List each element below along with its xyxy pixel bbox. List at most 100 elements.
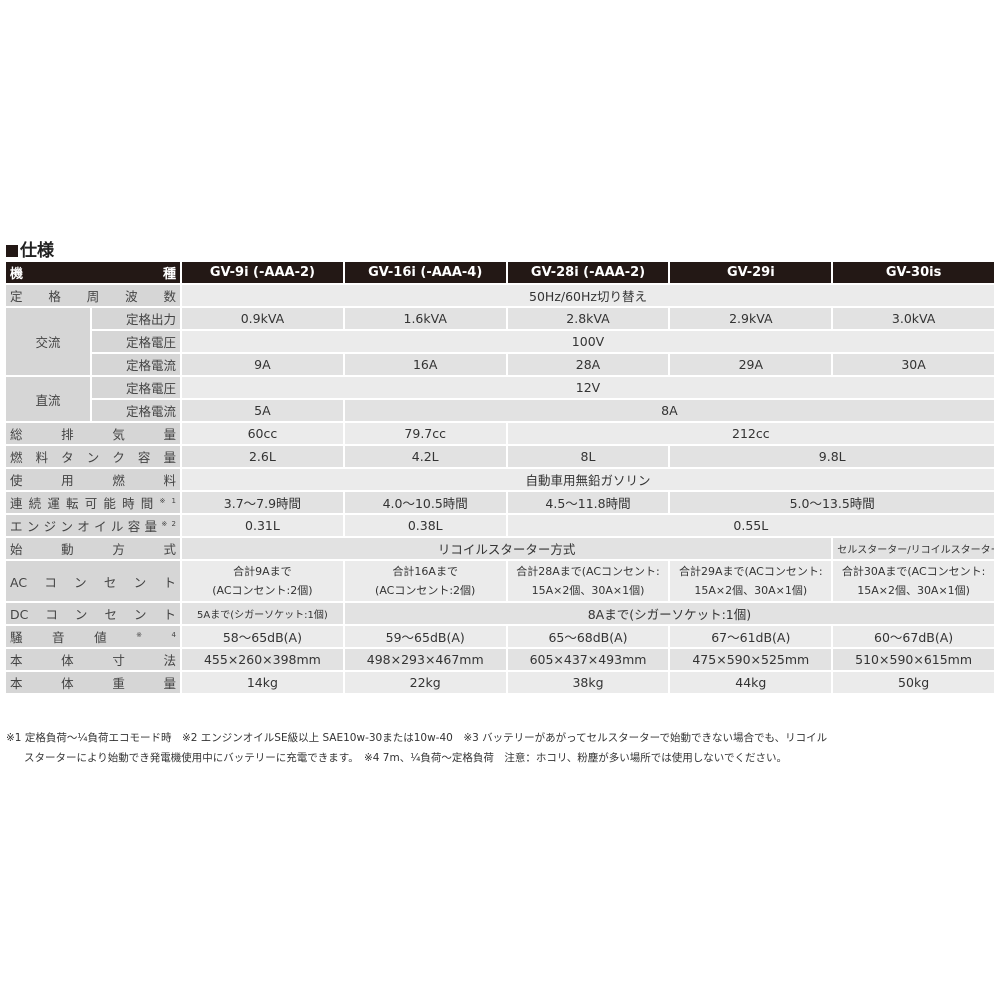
spec-value-line: 合計9Aまで — [233, 565, 292, 578]
spec-value-line: 合計16Aまで — [392, 565, 458, 578]
row-label-text: 連続運転可能時間 — [10, 496, 160, 511]
row-label-text: 定格周波数 — [10, 289, 177, 304]
spec-value: 合計29Aまで(ACコンセント: 15A×2個、30A×1個) — [670, 561, 832, 601]
spec-value: 4.0〜10.5時間 — [344, 492, 506, 513]
footnote-marker: ※2 — [161, 519, 176, 528]
spec-value: 8Aまで(シガーソケット:1個) — [344, 603, 994, 624]
row-label: 総排気量 — [6, 423, 181, 444]
model-header: GV-28i (-AAA-2) — [507, 262, 669, 283]
table-row: 総排気量 60cc 79.7cc 212cc — [6, 423, 994, 444]
spec-value: 8L — [507, 446, 669, 467]
spec-value: 2.6L — [182, 446, 343, 467]
header-row: 機種 GV-9i (-AAA-2) GV-16i (-AAA-4) GV-28i… — [6, 262, 994, 283]
table-row: エンジンオイル容量※2 0.31L 0.38L 0.55L — [6, 515, 994, 536]
row-label: ACコンセント — [6, 561, 181, 601]
spec-value: 212cc — [507, 423, 994, 444]
row-label: 燃料タンク容量 — [6, 446, 181, 467]
spec-value: 50kg — [833, 672, 994, 693]
group-label: 交流 — [6, 308, 90, 375]
spec-value: 合計9Aまで (ACコンセント:2個) — [182, 561, 343, 601]
model-header: GV-29i — [670, 262, 832, 283]
row-label: 始動方式 — [6, 538, 181, 559]
spec-value: 9A — [182, 354, 343, 375]
row-label: 連続運転可能時間※1 — [6, 492, 181, 513]
spec-value: 28A — [507, 354, 669, 375]
spec-value: 1.6kVA — [344, 308, 506, 329]
spec-value: 16A — [344, 354, 506, 375]
row-label-text: エンジンオイル容量 — [10, 519, 162, 534]
group-label: 直流 — [6, 377, 90, 421]
row-label: 定格出力 — [92, 308, 181, 329]
spec-value: 12V — [182, 377, 994, 398]
spec-value: 0.31L — [182, 515, 343, 536]
spec-table-body: 定格周波数 50Hz/60Hz切り替え交流 定格出力 0.9kVA 1.6kVA 2.8k… — [6, 285, 994, 693]
table-row: 定格周波数 50Hz/60Hz切り替え — [6, 285, 994, 306]
spec-value: 510×590×615mm — [833, 649, 994, 670]
spec-value: 44kg — [670, 672, 832, 693]
row-label-text: 本体寸法 — [10, 653, 177, 668]
spec-value: 5A — [182, 400, 343, 421]
spec-value: 合計28Aまで(ACコンセント: 15A×2個、30A×1個) — [507, 561, 669, 601]
row-label: 定格周波数 — [6, 285, 181, 306]
row-label-text: ACコンセント — [10, 574, 177, 590]
row-label: 本体重量 — [6, 672, 181, 693]
spec-value: 0.9kVA — [182, 308, 343, 329]
row-label-text: 使用燃料 — [10, 473, 177, 488]
spec-value: 9.8L — [670, 446, 994, 467]
spec-value: 50Hz/60Hz切り替え — [182, 285, 994, 306]
spec-value: 8A — [344, 400, 994, 421]
footnote-line: ※1 定格負荷〜¼負荷エコモード時 ※2 エンジンオイルSE級以上 SAE10w… — [6, 732, 828, 744]
spec-value: 2.9kVA — [670, 308, 832, 329]
spec-value: 60〜67dB(A) — [833, 626, 994, 647]
footnote-line: スターターにより始動でき発電機使用中にバッテリーに充電できます。 ※4 7m、¼… — [24, 752, 787, 764]
table-row: DCコンセント 5Aまで(シガーソケット:1個) 8Aまで(シガーソケット:1個) — [6, 603, 994, 624]
spec-value: 4.5〜11.8時間 — [507, 492, 669, 513]
row-label: 本体寸法 — [6, 649, 181, 670]
row-label-text: 始動方式 — [10, 542, 177, 557]
row-label-text: 燃料タンク容量 — [10, 450, 177, 465]
spec-value: 合計16Aまで (ACコンセント:2個) — [344, 561, 506, 601]
footnote-marker: ※4 — [136, 630, 177, 639]
spec-value: 0.38L — [344, 515, 506, 536]
spec-value: 4.2L — [344, 446, 506, 467]
table-row: 連続運転可能時間※1 3.7〜7.9時間 4.0〜10.5時間 4.5〜11.8時間 5… — [6, 492, 994, 513]
spec-value-line: 15A×2個、30A×1個) — [531, 584, 645, 597]
model-header: GV-30is — [833, 262, 994, 283]
row-label-text: DCコンセント — [10, 607, 177, 622]
spec-value: 605×437×493mm — [507, 649, 669, 670]
spec-value: 14kg — [182, 672, 343, 693]
spec-value-line: 15A×2個、30A×1個) — [694, 584, 808, 597]
spec-value: 3.0kVA — [833, 308, 994, 329]
table-row: 騒音値※4 58〜65dB(A) 59〜65dB(A) 65〜68dB(A) 67〜61… — [6, 626, 994, 647]
spec-value-line: 合計29Aまで(ACコンセント: — [679, 565, 823, 578]
spec-value: 455×260×398mm — [182, 649, 343, 670]
spec-value: 59〜65dB(A) — [344, 626, 506, 647]
spec-table: 機種 GV-9i (-AAA-2) GV-16i (-AAA-4) GV-28i… — [4, 260, 996, 695]
spec-value: 38kg — [507, 672, 669, 693]
spec-value: セルスターター/リコイルスターター併用 — [833, 538, 994, 559]
row-label: 定格電圧 — [92, 377, 181, 398]
table-row: 定格電流 5A 8A — [6, 400, 994, 421]
table-row: ACコンセント 合計9Aまで (ACコンセント:2個) 合計16Aまで (ACコンセント… — [6, 561, 994, 601]
row-label: エンジンオイル容量※2 — [6, 515, 181, 536]
spec-value-line: (ACコンセント:2個) — [212, 584, 313, 597]
spec-value: 58〜65dB(A) — [182, 626, 343, 647]
spec-value: 22kg — [344, 672, 506, 693]
footnotes: ※1 定格負荷〜¼負荷エコモード時 ※2 エンジンオイルSE級以上 SAE10w… — [6, 728, 827, 768]
spec-value: 67〜61dB(A) — [670, 626, 832, 647]
spec-value: 30A — [833, 354, 994, 375]
row-label: 定格電流 — [92, 354, 181, 375]
section-title: 仕様 — [6, 236, 54, 261]
spec-value: 2.8kVA — [507, 308, 669, 329]
table-row: 本体重量 14kg 22kg 38kg 44kg 50kg — [6, 672, 994, 693]
spec-value: 65〜68dB(A) — [507, 626, 669, 647]
table-row: 定格電流 9A 16A 28A 29A 30A — [6, 354, 994, 375]
spec-value: 自動車用無鉛ガソリン — [182, 469, 994, 490]
spec-value: 3.7〜7.9時間 — [182, 492, 343, 513]
row-label: DCコンセント — [6, 603, 181, 624]
table-row: 使用燃料 自動車用無鉛ガソリン — [6, 469, 994, 490]
spec-value-line: 15A×2個、30A×1個) — [857, 584, 970, 597]
row-label: 定格電流 — [92, 400, 181, 421]
spec-value: 498×293×467mm — [344, 649, 506, 670]
